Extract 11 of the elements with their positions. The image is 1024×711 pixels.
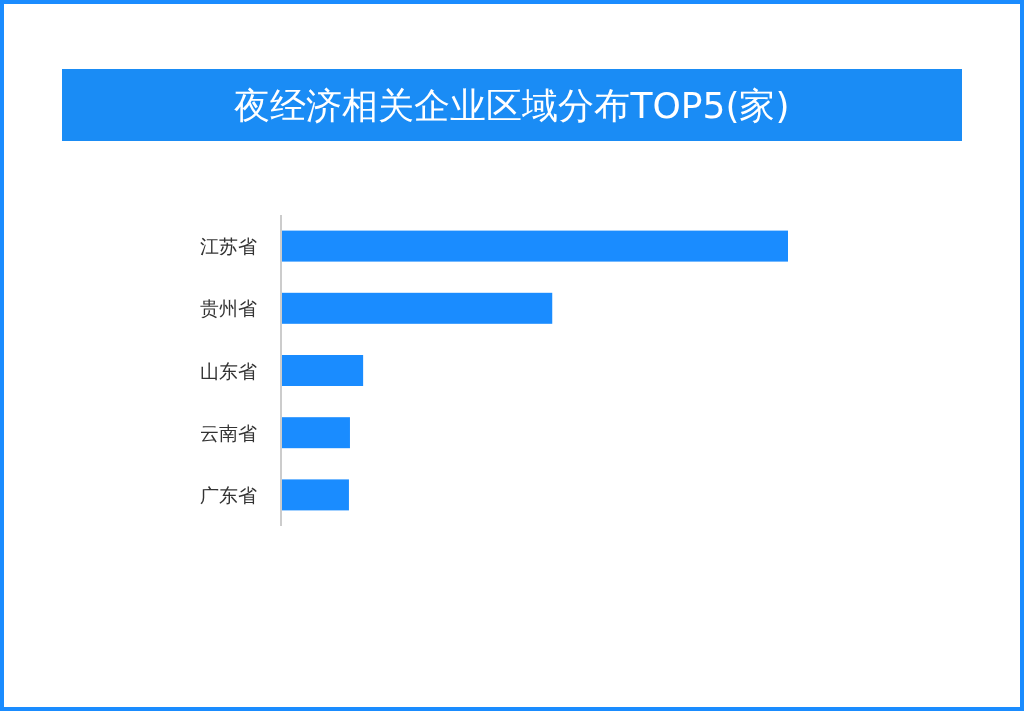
bar [281, 292, 553, 324]
y-tick-label: 广东省 [200, 483, 257, 506]
y-tick-label: 云南省 [200, 421, 257, 444]
chart-title: 夜经济相关企业区域分布TOP5(家) [234, 85, 790, 126]
bar [281, 355, 364, 386]
bar [281, 479, 349, 511]
y-tick-label: 贵州省 [200, 297, 257, 320]
y-tick-label: 山东省 [200, 359, 257, 382]
y-tick-label: 江苏省 [200, 235, 257, 258]
bar [281, 230, 788, 262]
bar [281, 417, 350, 449]
